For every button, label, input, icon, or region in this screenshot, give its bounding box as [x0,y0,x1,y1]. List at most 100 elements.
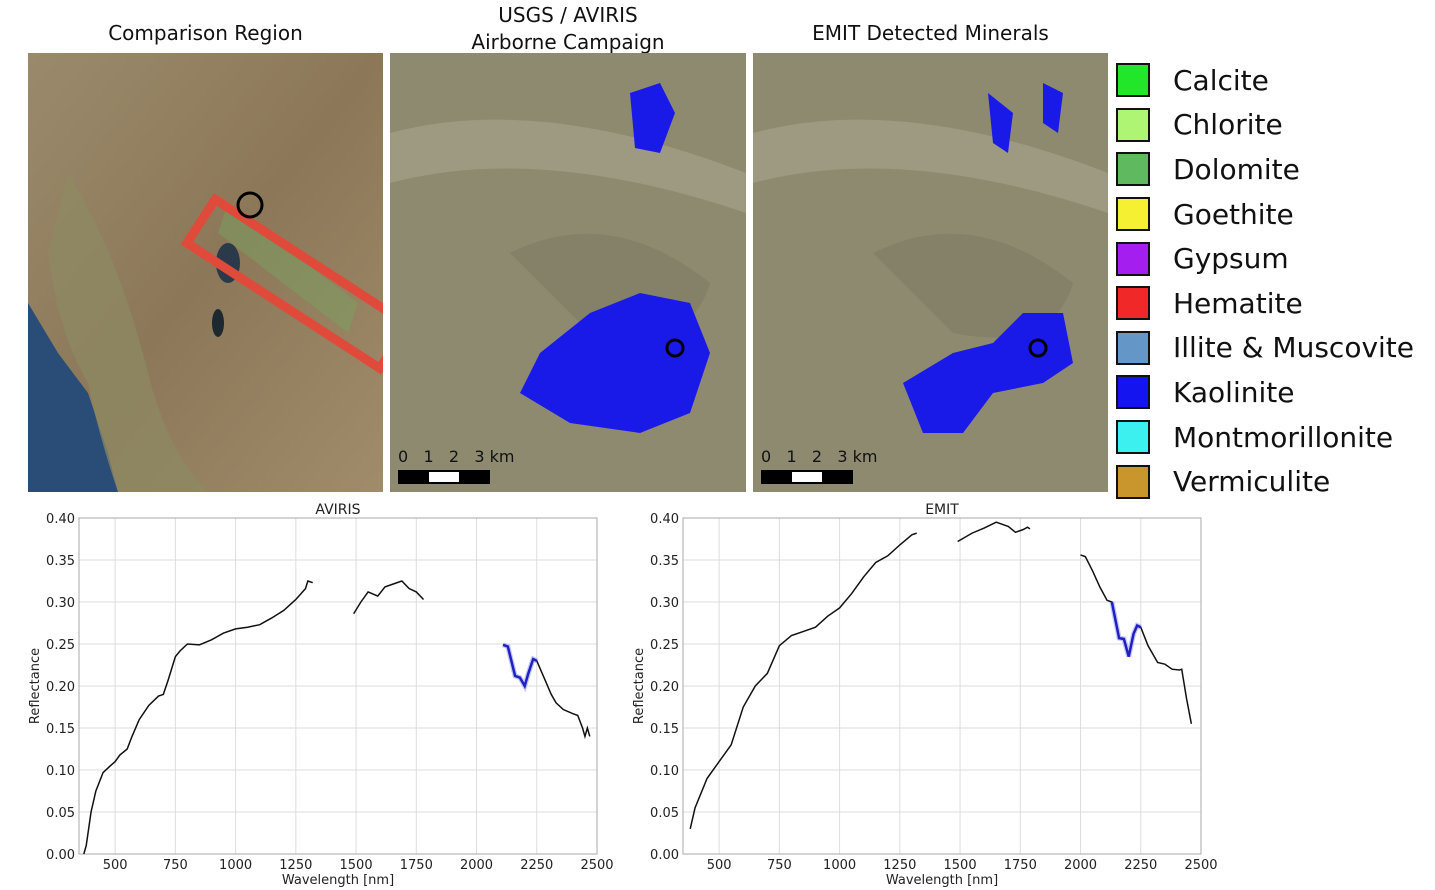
aviris-title-line1: USGS / AVIRIS [498,3,638,27]
x-tick-label: 2250 [520,858,553,873]
x-tick-label: 500 [103,858,128,873]
legend-swatch [1116,152,1150,187]
y-tick-label: 0.15 [46,722,75,737]
scale-label: 0 [761,447,772,466]
aviris-spectrum-chart: 500 750 1000 1250 1500 1750 2000 2250 2500 0.00 0.… [28,502,614,888]
legend-swatch [1116,420,1150,455]
x-tick-label: 1750 [1004,858,1037,873]
absorption-highlight [1110,601,1142,657]
legend-label: Dolomite [1173,152,1300,186]
y-tick-label: 0.30 [650,596,679,611]
legend-swatch [1116,63,1150,98]
scale-label: 1 [786,447,797,466]
x-tick-label: 750 [163,858,188,873]
y-tick-label: 0.35 [46,554,75,569]
chart-title: EMIT [925,502,959,518]
legend-item: Chlorite [1116,103,1414,148]
x-tick-label: 1250 [883,858,916,873]
y-axis-label: Reflectance [632,648,647,724]
x-tick-label: 750 [767,858,792,873]
y-tick-label: 0.20 [650,680,679,695]
y-tick-label: 0.20 [46,680,75,695]
comparison-region-title: Comparison Region [108,21,303,45]
x-tick-label: 1000 [823,858,856,873]
legend-label: Chlorite [1173,108,1283,142]
scale-label: 1 [423,447,434,466]
emit-map-title: EMIT Detected Minerals [812,21,1049,45]
spectrum-line [689,532,917,829]
plot-frame [682,517,1202,855]
legend-item: Vermiculite [1116,459,1414,504]
absorption-highlight [502,643,538,690]
y-tick-label: 0.40 [650,512,679,527]
x-axis-label: Wavelength [nm] [886,873,998,888]
spectrum-line [1080,554,1193,724]
x-tick-label: 1750 [400,858,433,873]
scale-bar: 0 1 2 3 km [398,447,514,484]
chart-title: AVIRIS [315,502,360,518]
legend-swatch [1116,286,1150,321]
x-tick-label: 1250 [279,858,312,873]
legend-item: Kaolinite [1116,370,1414,415]
y-tick-label: 0.05 [46,806,75,821]
legend-item: Calcite [1116,58,1414,103]
legend-label: Kaolinite [1173,375,1295,409]
legend-label: Gypsum [1173,242,1289,276]
legend-label: Illite & Muscovite [1173,331,1415,365]
x-tick-label: 2250 [1124,858,1157,873]
x-tick-label: 1500 [944,858,977,873]
y-axis-label: Reflectance [28,648,43,724]
y-tick-label: 0.40 [46,512,75,527]
legend-swatch [1116,330,1150,365]
aviris-map-title: USGS / AVIRIS Airborne Campaign [390,2,746,56]
scale-label: 3 km [837,447,878,466]
legend-label: Vermiculite [1173,465,1331,499]
legend-swatch [1116,241,1150,276]
y-tick-label: 0.10 [46,764,75,779]
legend-label: Hematite [1173,286,1303,320]
scale-label: 2 [448,447,460,466]
legend-swatch [1116,464,1150,499]
spectrum-line [83,580,313,855]
x-tick-label: 2000 [1064,858,1097,873]
scale-label: 0 [398,447,409,466]
x-tick-label: 2000 [460,858,493,873]
legend-swatch [1116,197,1150,232]
y-tick-label: 0.00 [46,848,75,863]
y-tick-label: 0.05 [650,806,679,821]
y-tick-label: 0.35 [650,554,679,569]
legend-item: Dolomite [1116,147,1414,192]
aviris-title-line2: Airborne Campaign [471,30,665,54]
x-tick-label: 2500 [580,858,613,873]
spectrum-line [502,644,591,740]
x-tick-label: 1500 [340,858,373,873]
x-tick-label: 1000 [219,858,252,873]
spectrum-line [353,580,425,615]
x-axis-label: Wavelength [nm] [282,873,394,888]
x-tick-label: 500 [707,858,732,873]
plot-frame [78,517,598,855]
legend-label: Montmorillonite [1173,420,1394,454]
legend-swatch [1116,107,1150,142]
legend-item: Goethite [1116,192,1414,237]
legend-label: Calcite [1173,63,1269,97]
scale-label: 3 km [474,447,515,466]
aviris-mineral-map: 0 1 2 3 km [390,53,746,492]
y-tick-label: 0.10 [650,764,679,779]
legend-swatch [1116,375,1150,410]
y-tick-label: 0.15 [650,722,679,737]
legend-item: Montmorillonite [1116,415,1414,460]
legend-item: Gypsum [1116,236,1414,281]
y-tick-label: 0.25 [46,638,75,653]
spectrum-line [957,521,1031,543]
y-tick-label: 0.25 [650,638,679,653]
x-tick-label: 2500 [1184,858,1217,873]
comparison-region-map [28,53,383,492]
legend-item: Illite & Muscovite [1116,326,1414,371]
scale-label: 2 [811,447,823,466]
legend-label: Goethite [1173,197,1294,231]
y-tick-label: 0.00 [650,848,679,863]
mineral-legend: Calcite Chlorite Dolomite Goethite Gypsum Hem… [1116,58,1414,504]
y-tick-label: 0.30 [46,596,75,611]
emit-spectrum-chart: 500 750 1000 1250 1500 1750 2000 2250 2500 0.00 0.… [632,502,1218,888]
